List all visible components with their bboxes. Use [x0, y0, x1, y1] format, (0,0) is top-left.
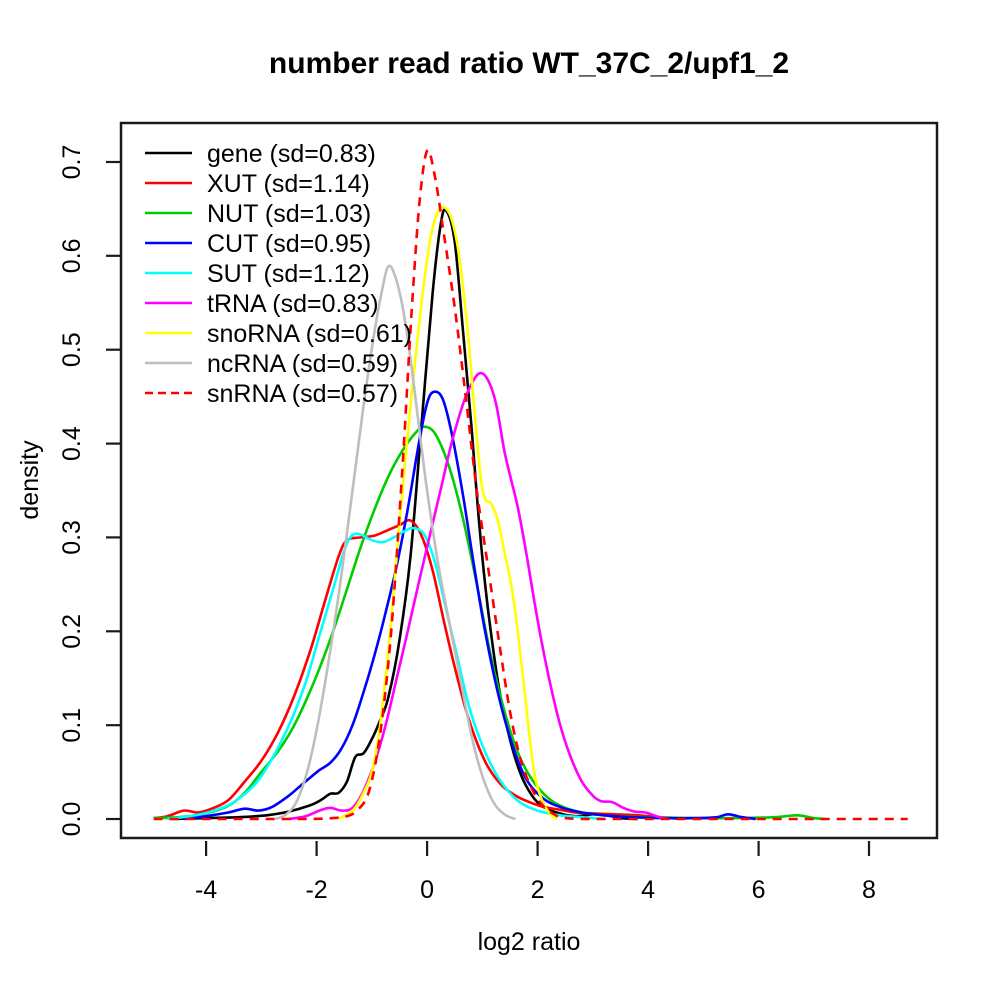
legend-label-snoRNA: snoRNA (sd=0.61) [207, 320, 412, 348]
legend-item-tRNA: tRNA (sd=0.83) [145, 290, 379, 318]
y-tick-label: 0.3 [58, 520, 86, 555]
legend-label-XUT: XUT (sd=1.14) [207, 170, 370, 198]
y-tick-label: 0.7 [58, 145, 86, 180]
legend-label-SUT: SUT (sd=1.12) [207, 260, 370, 288]
legend-label-gene: gene (sd=0.83) [207, 140, 376, 168]
curve-XUT [153, 518, 682, 821]
legend-item-snoRNA: snoRNA (sd=0.61) [145, 320, 412, 348]
legend-item-XUT: XUT (sd=1.14) [145, 170, 370, 198]
x-tick-label: 2 [531, 876, 545, 904]
y-tick-label: 0.5 [58, 332, 86, 367]
x-tick-label: 8 [862, 876, 876, 904]
legend-label-tRNA: tRNA (sd=0.83) [207, 290, 379, 318]
legend-item-NUT: NUT (sd=1.03) [145, 200, 371, 228]
legend-item-SUT: SUT (sd=1.12) [145, 260, 370, 288]
legend: gene (sd=0.83)XUT (sd=1.14)NUT (sd=1.03)… [145, 140, 412, 408]
legend-label-NUT: NUT (sd=1.03) [207, 200, 371, 228]
y-tick-label: 0.0 [58, 802, 86, 837]
x-tick-label: 0 [420, 876, 434, 904]
y-tick-label: 0.2 [58, 614, 86, 649]
curve-SUT [167, 526, 605, 821]
x-tick-label: -2 [305, 876, 327, 904]
x-axis-ticks: -4 -2 0 2 4 6 8 [195, 841, 876, 904]
y-axis-title: density [16, 440, 44, 520]
legend-item-CUT: CUT (sd=0.95) [145, 230, 371, 258]
legend-label-snRNA: snRNA (sd=0.57) [207, 380, 398, 408]
curve-gene [172, 208, 638, 821]
curve-ncRNA [274, 264, 516, 821]
y-axis-ticks: 0.0 0.1 0.2 0.3 0.4 0.5 0.6 0.7 [58, 145, 120, 837]
curve-CUT [183, 390, 756, 821]
x-tick-label: 4 [641, 876, 655, 904]
x-tick-label: 6 [752, 876, 766, 904]
axes-group: -4 -2 0 2 4 6 8 0.0 0.1 0.2 0.3 0.4 0.5 0.6 0.7 log2 … [16, 121, 939, 956]
x-axis-title: log2 ratio [478, 928, 581, 956]
legend-item-ncRNA: ncRNA (sd=0.59) [145, 350, 398, 378]
y-tick-label: 0.6 [58, 238, 86, 273]
y-tick-label: 0.4 [58, 426, 86, 461]
legend-label-CUT: CUT (sd=0.95) [207, 230, 371, 258]
legend-item-gene: gene (sd=0.83) [145, 140, 376, 168]
y-tick-label: 0.1 [58, 708, 86, 743]
chart-title: number read ratio WT_37C_2/upf1_2 [269, 47, 789, 80]
legend-label-ncRNA: ncRNA (sd=0.59) [207, 350, 398, 378]
x-tick-label: -4 [195, 876, 217, 904]
legend-item-snRNA: snRNA (sd=0.57) [145, 380, 398, 408]
density-curves-group [153, 148, 908, 821]
plot-border-box [119, 121, 939, 840]
